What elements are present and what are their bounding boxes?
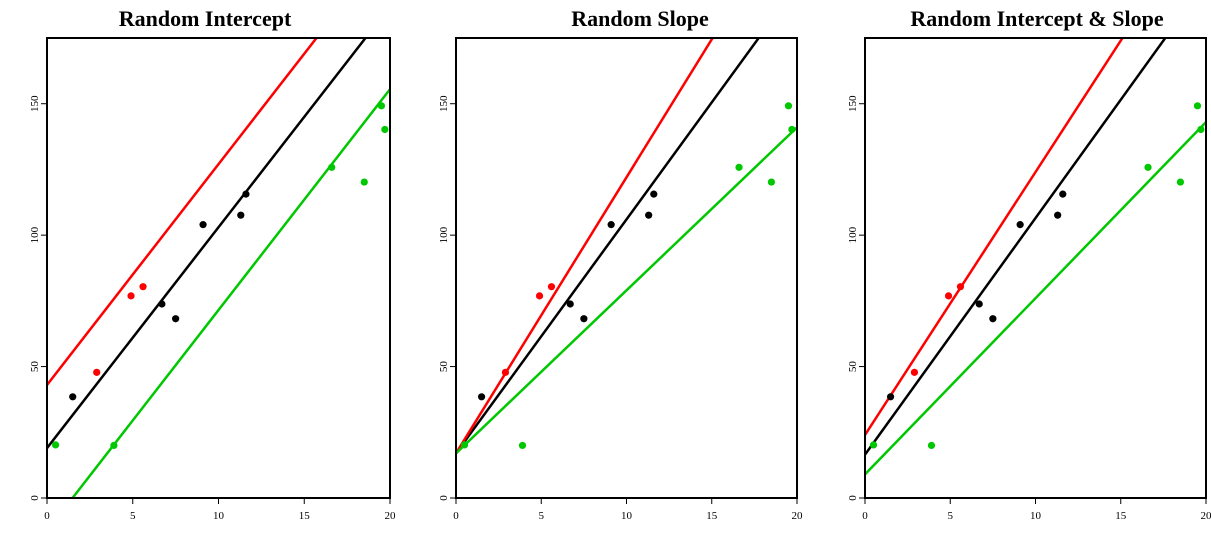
data-point <box>785 102 792 109</box>
data-point <box>548 283 555 290</box>
data-point <box>478 393 485 400</box>
y-tick-label: 150 <box>847 95 859 112</box>
plot-frame <box>456 38 797 498</box>
data-point <box>768 178 775 185</box>
data-point <box>199 221 206 228</box>
plot-frame <box>47 38 390 498</box>
chart-title: Random Intercept <box>119 6 292 31</box>
data-points <box>461 102 796 449</box>
fit-line <box>47 0 390 385</box>
y-tick-label: 50 <box>438 361 450 373</box>
data-point <box>650 191 657 198</box>
x-tick-label: 10 <box>621 510 633 522</box>
data-point <box>911 369 918 376</box>
x-tick-label: 0 <box>862 510 868 522</box>
data-point <box>237 212 244 219</box>
y-tick-label: 100 <box>438 226 450 243</box>
data-point <box>608 221 615 228</box>
chart-title: Random Intercept & Slope <box>910 6 1163 31</box>
y-tick-label: 50 <box>29 361 41 373</box>
fit-line <box>456 0 797 453</box>
fit-line <box>456 0 797 453</box>
fit-line <box>47 6 390 448</box>
data-point <box>69 393 76 400</box>
data-point <box>242 191 249 198</box>
data-points <box>870 102 1205 449</box>
x-tick-label: 0 <box>44 510 50 522</box>
fit-line <box>865 0 1206 455</box>
data-point <box>378 102 385 109</box>
data-point <box>1194 102 1201 109</box>
data-point <box>735 164 742 171</box>
x-tick-label: 10 <box>213 510 225 522</box>
data-point <box>928 442 935 449</box>
x-tick-label: 15 <box>299 510 311 522</box>
data-point <box>158 300 165 307</box>
data-point <box>461 441 468 448</box>
data-point <box>645 212 652 219</box>
y-tick-label: 0 <box>438 495 450 501</box>
data-point <box>139 283 146 290</box>
y-tick-label: 0 <box>29 495 41 501</box>
x-tick-label: 0 <box>453 510 459 522</box>
fit-line <box>865 122 1206 474</box>
data-point <box>870 441 877 448</box>
data-point <box>1054 212 1061 219</box>
data-point <box>957 283 964 290</box>
x-tick-label: 15 <box>1115 510 1127 522</box>
plot-frame <box>865 38 1206 498</box>
x-tick-label: 10 <box>1030 510 1042 522</box>
data-point <box>536 292 543 299</box>
data-point <box>1059 191 1066 198</box>
fit-line <box>47 89 390 531</box>
data-point <box>945 292 952 299</box>
y-tick-label: 150 <box>29 95 41 112</box>
data-point <box>381 126 388 133</box>
data-point <box>1017 221 1024 228</box>
data-point <box>887 393 894 400</box>
data-point <box>788 126 795 133</box>
data-point <box>1197 126 1204 133</box>
x-tick-label: 20 <box>385 510 397 522</box>
chart-title: Random Slope <box>571 6 709 31</box>
data-point <box>52 441 59 448</box>
fit-lines <box>47 0 390 531</box>
data-point <box>502 369 509 376</box>
x-tick-label: 5 <box>539 510 545 522</box>
data-point <box>328 164 335 171</box>
x-tick-label: 5 <box>130 510 136 522</box>
chart-panel-3: Random Intercept & Slope 0 5 10 15 20 0 50 100 15… <box>847 0 1211 522</box>
data-point <box>1177 178 1184 185</box>
x-tick-label: 5 <box>948 510 954 522</box>
data-point <box>976 300 983 307</box>
data-point <box>989 315 996 322</box>
data-point <box>172 315 179 322</box>
data-point <box>361 178 368 185</box>
data-point <box>127 292 134 299</box>
chart-panel-1: Random Intercept 0 5 10 15 20 0 50 100 150 <box>29 0 396 531</box>
x-tick-label: 20 <box>1201 510 1211 522</box>
data-point <box>567 300 574 307</box>
x-tick-label: 15 <box>706 510 718 522</box>
y-tick-label: 100 <box>29 226 41 243</box>
y-tick-label: 100 <box>847 226 859 243</box>
fit-lines <box>865 0 1206 474</box>
y-tick-label: 50 <box>847 361 859 373</box>
data-point <box>519 442 526 449</box>
data-point <box>93 369 100 376</box>
chart-panel-2: Random Slope 0 5 10 15 20 0 50 100 150 <box>438 0 803 522</box>
x-tick-label: 20 <box>792 510 804 522</box>
y-tick-label: 0 <box>847 495 859 501</box>
data-point <box>1144 164 1151 171</box>
data-point <box>110 442 117 449</box>
data-point <box>580 315 587 322</box>
y-tick-label: 150 <box>438 95 450 112</box>
fit-lines <box>456 0 797 453</box>
